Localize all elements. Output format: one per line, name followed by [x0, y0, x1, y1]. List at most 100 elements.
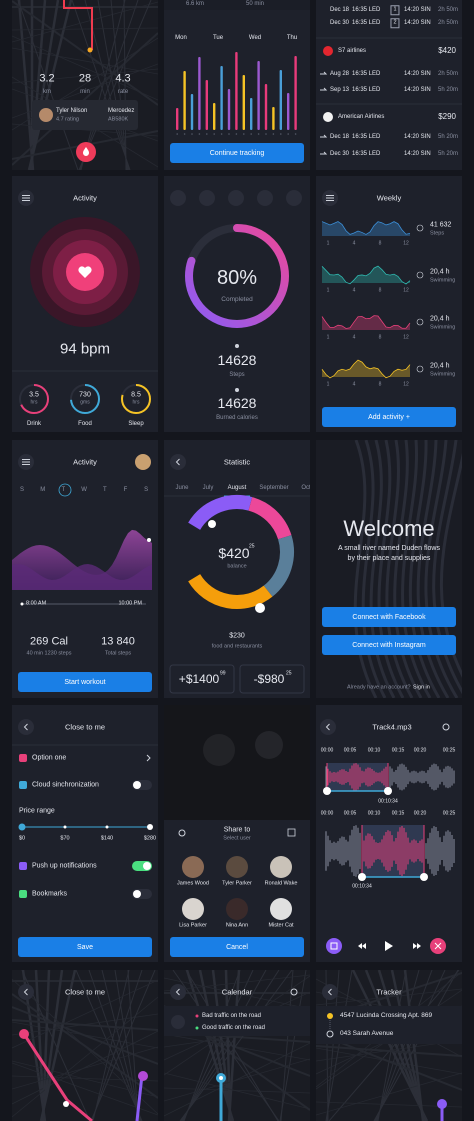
- decor-circle: [18, 719, 34, 735]
- axis-label: 8: [378, 381, 382, 388]
- time-tick: 00:25: [442, 747, 456, 754]
- arrival: 14:20 SIN: [404, 134, 431, 140]
- decor-circle: [19, 1029, 29, 1039]
- decor-rect: [316, 1006, 462, 1044]
- ring-label: Food: [78, 421, 92, 427]
- ring-value: 3.5: [29, 391, 39, 399]
- duration: 5h 20m: [438, 134, 459, 140]
- decor-path: [325, 970, 353, 1121]
- button[interactable]: Connect with Facebook: [322, 607, 456, 627]
- decor-rect: [239, 664, 305, 694]
- decor-circle: [133, 890, 141, 898]
- time-tick: 00:15: [391, 810, 405, 817]
- decor-circle: [133, 781, 141, 789]
- month-tab: June: [175, 485, 189, 491]
- metric-value: 14628: [217, 395, 257, 411]
- decor-path: [63, 0, 93, 50]
- decor-path: [361, 825, 425, 877]
- decor-circle: [420, 873, 428, 881]
- decor-rect: [19, 754, 27, 762]
- decor-rect: [32, 100, 138, 130]
- button[interactable]: Connect with Instagram: [322, 635, 456, 655]
- expense-cents: 25: [286, 670, 292, 677]
- decor-path: [263, 535, 294, 597]
- user-name[interactable]: Nina Ann: [225, 922, 249, 929]
- item-label: Steps: [430, 230, 445, 237]
- decor-path: [328, 970, 460, 1121]
- axis-label: 1: [326, 287, 330, 294]
- welcome-title: Welcome: [343, 516, 435, 541]
- decoration: [12, 0, 158, 170]
- decor-rect: [19, 862, 27, 870]
- decor-circle: [135, 454, 151, 470]
- flight-date: Sep 13: [330, 87, 350, 93]
- user-name[interactable]: Lisa Parker: [179, 922, 207, 929]
- screen-title: Close to me: [64, 722, 106, 732]
- user-name[interactable]: Tyler Parker: [222, 880, 252, 887]
- decor-path: [353, 440, 378, 698]
- day: Mon: [175, 35, 187, 41]
- button[interactable]: Continue tracking: [170, 143, 304, 163]
- calendar-screen: Calendar Bad traffic on the road Good traf…: [164, 970, 310, 1121]
- decor-circle: [199, 190, 215, 206]
- decor-circle: [235, 344, 239, 348]
- decor-circle: [147, 538, 151, 542]
- welcome-screen: Welcome A small river named Duden flows b…: [316, 440, 462, 698]
- decor-path: [91, 970, 143, 1121]
- decor-path: [39, 970, 77, 1121]
- stat-unit: rate: [117, 89, 129, 95]
- button[interactable]: Start workout: [18, 672, 152, 692]
- duration: 5h 20m: [438, 87, 459, 93]
- decor-rect: [272, 107, 275, 130]
- decor-path: [164, 1072, 310, 1110]
- axis-label: 12: [403, 381, 409, 388]
- button[interactable]: Cancel: [170, 937, 304, 957]
- sign-in-link[interactable]: Sign in: [413, 684, 430, 691]
- axis-label: 8: [378, 287, 382, 294]
- decor-rect: [294, 56, 297, 130]
- decor-rect: [287, 93, 290, 130]
- item-value: 20,4 h: [430, 362, 450, 370]
- balance-label: balance: [227, 563, 247, 570]
- item-label: Swimming: [430, 324, 456, 331]
- decor-rect: [169, 664, 235, 694]
- welcome-text: A small river named Duden flows by their…: [338, 545, 440, 562]
- price-tick: $280: [143, 835, 157, 842]
- decoration: [164, 454, 310, 694]
- decor-path: [393, 440, 423, 698]
- decoration: [321, 190, 424, 379]
- decor-path: [12, 564, 152, 590]
- user-name[interactable]: Mister Cat: [268, 922, 294, 929]
- decor-circle: [20, 602, 24, 606]
- decor-circle: [323, 787, 331, 795]
- decor-circle: [416, 224, 424, 232]
- tracker-screen: Tracker 4547 Lucinda Crossing Apt. 869 043…: [316, 970, 462, 1121]
- decor-rect: [190, 94, 194, 130]
- decor-path: [326, 195, 334, 201]
- button[interactable]: Save: [18, 937, 152, 957]
- user-name[interactable]: Ronald Wake: [264, 880, 298, 887]
- option-row[interactable]: Option one: [32, 754, 67, 762]
- duration: 2h 50m: [438, 71, 459, 77]
- decor-path: [373, 970, 459, 1121]
- decoration: [12, 719, 158, 899]
- time-tick: 00:10: [367, 747, 381, 754]
- airline: American Airlines: [338, 114, 385, 120]
- decor-path: [164, 1042, 310, 1117]
- decoration: [164, 0, 310, 135]
- decor-path: [34, 970, 46, 1121]
- decor-circle: [250, 133, 252, 135]
- button[interactable]: Add activity +: [322, 407, 456, 427]
- decor-path: [322, 266, 410, 284]
- decor-circle: [178, 829, 186, 837]
- decor-rect: [330, 942, 338, 950]
- decor-circle: [255, 603, 265, 613]
- decor-rect: [176, 108, 179, 130]
- ring-value: 730: [79, 391, 91, 399]
- arrival: 14:20 SIN: [404, 87, 431, 93]
- decor-circle: [147, 824, 153, 830]
- user-name[interactable]: James Wood: [177, 880, 209, 887]
- decor-path: [185, 970, 279, 1121]
- bookmarks-row: Bookmarks: [32, 890, 68, 898]
- airline: S7 airlines: [338, 48, 367, 54]
